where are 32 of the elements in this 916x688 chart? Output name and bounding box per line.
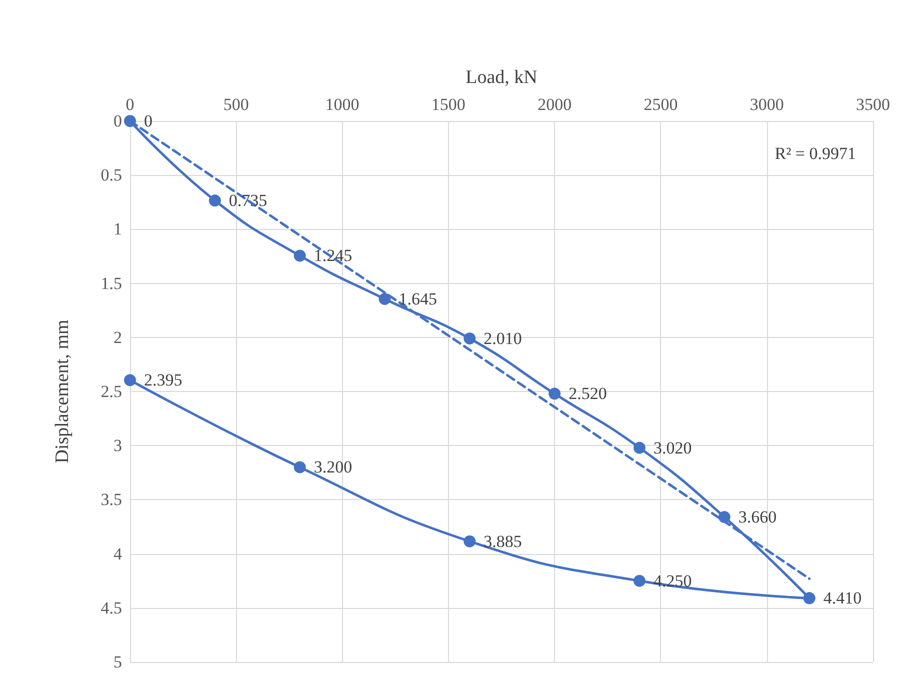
y-tick-label: 1 — [114, 220, 122, 239]
x-tick-label: 1500 — [431, 95, 466, 114]
y-tick-label: 3.5 — [100, 490, 122, 510]
y-tick-label: 4.5 — [100, 598, 122, 618]
x-axis-title: Load, kN — [466, 67, 538, 88]
y-tick-label: 0.5 — [100, 166, 122, 185]
x-tick-label: 500 — [223, 95, 249, 114]
y-axis-title: Displacement, mm — [52, 320, 73, 464]
x-tick-label: 2000 — [538, 95, 572, 114]
data-label: 3.200 — [314, 458, 352, 477]
data-label: 1.645 — [398, 289, 437, 308]
data-label: 2.520 — [568, 384, 607, 404]
x-tick-label: 1000 — [325, 95, 360, 114]
x-tick-label: 2500 — [644, 95, 678, 114]
data-label: 2.010 — [484, 328, 522, 348]
y-tick-label: 0 — [114, 112, 122, 130]
annotation: R² = 0.9971 — [774, 144, 856, 163]
y-tick-label: 1.5 — [100, 274, 122, 293]
y-tick-label: 5 — [114, 652, 122, 672]
y-tick-label: 3 — [114, 436, 122, 456]
y-tick-label: 2 — [114, 328, 122, 347]
y-tick-label: 2.5 — [100, 382, 122, 401]
x-tick-label: 3500 — [856, 95, 890, 114]
data-label: 3.660 — [738, 508, 777, 527]
data-label: 4.410 — [823, 588, 862, 608]
data-label: 3.885 — [484, 532, 522, 551]
data-label: 2.395 — [144, 370, 182, 390]
x-tick-label: 3000 — [750, 95, 784, 114]
y-tick-label: 4 — [114, 544, 122, 564]
data-label: 0 — [144, 112, 152, 130]
x-tick-label: 0 — [126, 95, 134, 114]
data-label: 3.020 — [653, 438, 692, 458]
